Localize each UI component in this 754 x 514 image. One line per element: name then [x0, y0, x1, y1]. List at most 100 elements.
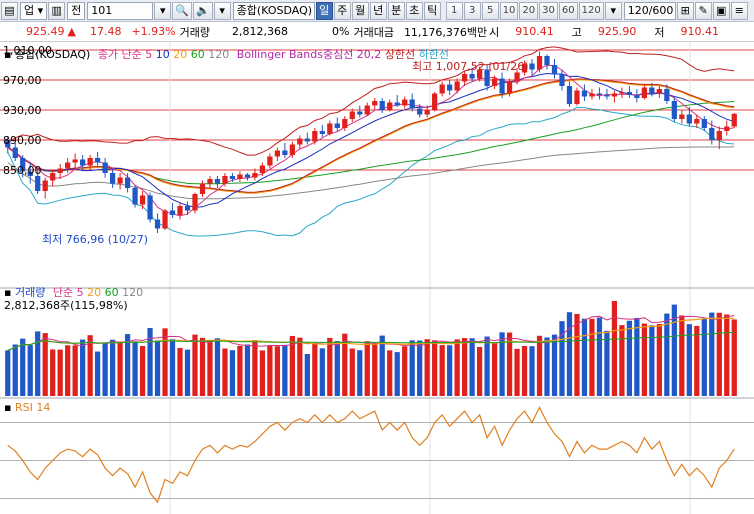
- volume-bar: [417, 340, 423, 396]
- speaker-icon[interactable]: 🔈: [192, 1, 213, 20]
- candle-body: [274, 150, 280, 157]
- mode-select[interactable]: 전: [67, 1, 86, 20]
- candle-body: [664, 89, 670, 101]
- interval-1[interactable]: 1: [445, 1, 463, 20]
- volume-bar: [312, 343, 318, 396]
- menu-icon[interactable]: ▤: [1, 1, 18, 20]
- bollinger-lower-line: [7, 106, 735, 237]
- volume-bar: [589, 318, 595, 396]
- interval-5[interactable]: 5: [481, 1, 499, 20]
- candle-body: [229, 176, 236, 179]
- candle-body: [102, 162, 108, 173]
- legend-box-icon: ▪: [4, 48, 12, 61]
- amount-value: 11,176,376백만: [403, 25, 488, 39]
- lines-icon[interactable]: ≡: [730, 1, 748, 20]
- dropdown-icon[interactable]: ▾: [154, 1, 172, 20]
- volume-bar: [671, 304, 677, 396]
- interval-60[interactable]: 60: [558, 1, 578, 20]
- volume-bar: [334, 341, 340, 396]
- chart-area[interactable]: 1,010,00 970,00 930,00 890,00 850,00: [0, 42, 754, 514]
- volume-bar: [192, 334, 198, 396]
- volume-bar: [694, 325, 700, 396]
- ma-10: 10: [155, 48, 170, 61]
- price-legend-title: 종합(KOSDAQ): [14, 48, 91, 61]
- candle-body: [42, 180, 48, 191]
- interval-30[interactable]: 30: [539, 1, 558, 20]
- price-tick-label: 890,00: [3, 134, 42, 147]
- market-select[interactable]: 업 ▾: [20, 1, 48, 20]
- candle-body: [551, 65, 558, 74]
- ma-60: 60: [190, 48, 205, 61]
- candle-body: [139, 195, 146, 205]
- candle-body: [701, 119, 707, 128]
- volume-bar: [514, 348, 520, 396]
- stock-code-input[interactable]: 101: [87, 1, 154, 20]
- change-percent: +1.93%: [131, 25, 176, 38]
- dropdown-icon-2[interactable]: ▾: [604, 1, 622, 20]
- save-icon[interactable]: ▣: [712, 1, 730, 20]
- bb-label: Bollinger Bands중심선 20,2: [236, 48, 382, 61]
- candle-body: [484, 69, 490, 86]
- candle-body: [402, 99, 408, 106]
- volume-bar: [701, 318, 707, 396]
- candle-body: [95, 158, 101, 163]
- tab-year[interactable]: 년: [369, 1, 387, 20]
- volume-value-label: 2,812,368주(115,98%): [4, 299, 128, 312]
- grid-icon[interactable]: ⊞: [676, 1, 694, 20]
- volume-bar: [87, 335, 93, 396]
- draw-icon[interactable]: ✎: [694, 1, 712, 20]
- volume-bar: [35, 331, 41, 396]
- tab-week[interactable]: 주: [333, 1, 351, 20]
- volume-bar: [402, 346, 408, 396]
- volume-bar: [454, 339, 460, 396]
- volume-bar: [731, 319, 737, 396]
- candle-body: [72, 159, 78, 163]
- candle-body: [192, 194, 198, 211]
- tab-minute[interactable]: 분: [387, 1, 405, 20]
- candle-body: [50, 173, 56, 181]
- candle-body: [12, 147, 18, 158]
- candle-body: [649, 87, 655, 94]
- volume-bar: [154, 340, 161, 396]
- candle-body: [117, 177, 123, 184]
- volume-bar: [634, 317, 640, 396]
- tab-tick[interactable]: 틱: [423, 1, 441, 20]
- volume-bar: [379, 335, 385, 396]
- volume-bar: [506, 332, 513, 396]
- tab-month[interactable]: 월: [351, 1, 369, 20]
- volume-ma-20: 20: [87, 286, 102, 299]
- interval-3[interactable]: 3: [463, 1, 481, 20]
- volume-bar: [5, 350, 11, 396]
- list-icon[interactable]: ▥: [48, 1, 66, 20]
- candle-body: [80, 159, 86, 166]
- volume-bar: [214, 338, 221, 396]
- volume-bar: [80, 339, 86, 396]
- candle-body: [424, 110, 430, 115]
- interval-10[interactable]: 10: [499, 1, 519, 20]
- dropdown-arrow-icon[interactable]: ▾: [213, 1, 231, 20]
- volume-bar: [439, 345, 445, 396]
- volume-bar: [611, 301, 618, 396]
- volume-bar: [626, 320, 633, 396]
- volume-bar: [177, 347, 183, 396]
- price-tick-label: 930,00: [3, 104, 42, 117]
- interval-20[interactable]: 20: [519, 1, 539, 20]
- count-input[interactable]: 120/600: [623, 1, 676, 20]
- candle-body: [177, 206, 183, 215]
- volume-bar: [679, 315, 685, 396]
- volume-bar: [387, 350, 393, 396]
- volume-bar: [267, 346, 273, 396]
- candle-body: [297, 138, 303, 145]
- search-icon[interactable]: 🔍: [172, 1, 192, 20]
- tab-day[interactable]: 일: [315, 1, 333, 20]
- candle-body: [671, 101, 677, 119]
- rsi-legend-box-icon: ▪: [4, 401, 12, 414]
- candle-body: [544, 56, 550, 65]
- volume-bar: [462, 338, 468, 396]
- tab-second[interactable]: 초: [405, 1, 423, 20]
- candle-body: [327, 123, 333, 134]
- volume-bar: [409, 340, 415, 396]
- volume-bar: [169, 339, 176, 396]
- candle-body: [506, 81, 513, 94]
- interval-120[interactable]: 120: [578, 1, 604, 20]
